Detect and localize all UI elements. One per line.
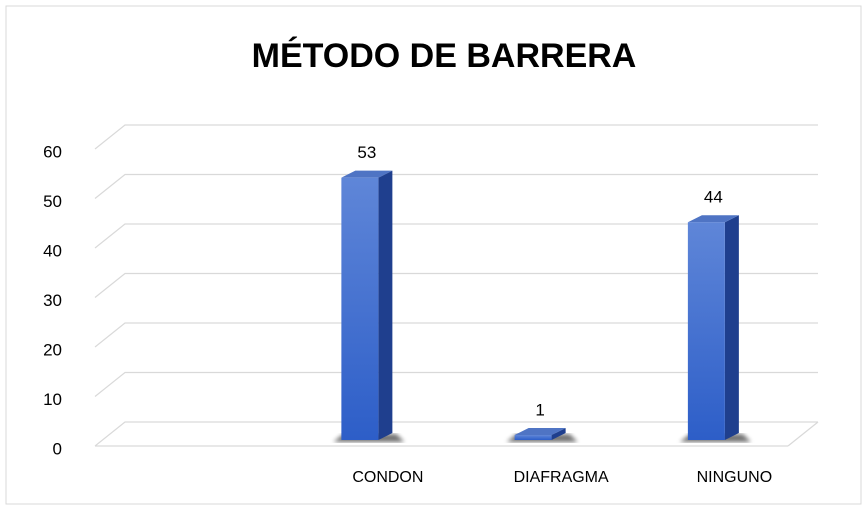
grid-line: [94, 272, 818, 298]
y-tick-label: 60: [43, 142, 62, 161]
value-label: 44: [704, 188, 723, 207]
grid-line: [94, 173, 818, 199]
bar-top: [514, 428, 566, 436]
bar-side: [551, 428, 566, 440]
y-tick-label: 50: [43, 192, 62, 211]
grid-line: [94, 371, 818, 397]
value-label: 53: [357, 143, 376, 162]
bar: [687, 222, 725, 440]
bar: [514, 435, 552, 440]
grid-line: [94, 322, 818, 348]
value-label: 1: [535, 401, 544, 420]
x-tick-label: CONDON: [352, 469, 423, 486]
floor-edge: [787, 421, 819, 447]
y-tick-label: 0: [53, 439, 62, 458]
grid-line: [94, 421, 818, 447]
bar-top: [687, 215, 739, 223]
grid-line: [94, 124, 818, 150]
grid-line: [94, 223, 818, 249]
bar-side: [378, 170, 393, 440]
x-tick-label: DIAFRAGMA: [514, 469, 609, 486]
bar-side: [724, 215, 739, 440]
y-tick-label: 10: [43, 390, 62, 409]
bar: [341, 177, 379, 440]
x-tick-label: NINGUNO: [697, 469, 773, 486]
y-tick-label: 20: [43, 340, 62, 359]
chart-title: MÉTODO DE BARRERA: [252, 37, 637, 75]
y-tick-label: 30: [43, 291, 62, 310]
bar-top: [341, 170, 393, 178]
y-tick-label: 40: [43, 241, 62, 260]
